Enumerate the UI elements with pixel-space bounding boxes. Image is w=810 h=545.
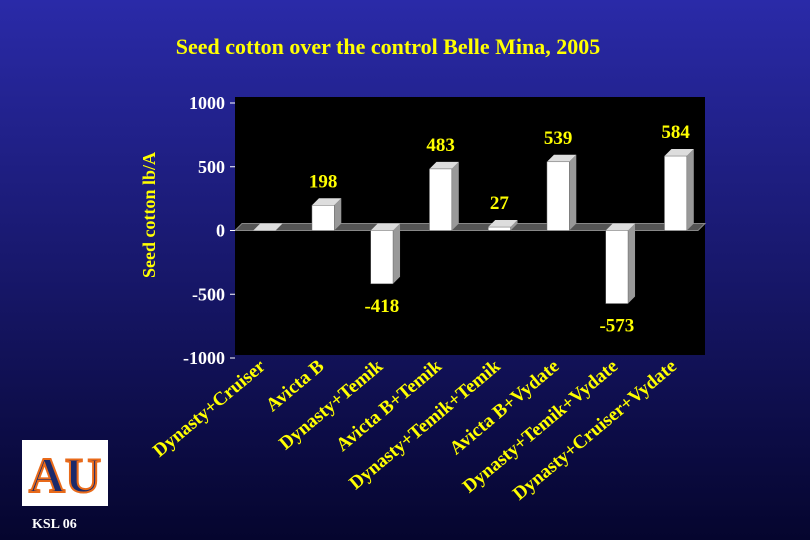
y-axis-label: Seed cotton lb/A: [139, 152, 159, 278]
footer: KSL 06: [32, 517, 77, 532]
bar-side: [569, 154, 577, 231]
bar-side: [451, 161, 459, 231]
data-label: 483: [426, 135, 455, 156]
bar-side: [628, 223, 636, 304]
y-tick-label: 1000: [189, 93, 225, 113]
bar: [664, 155, 688, 231]
bar-top: [429, 161, 459, 169]
bar-top: [311, 198, 342, 206]
bar: [370, 230, 394, 285]
bar-side: [510, 220, 518, 231]
bar-top: [605, 223, 636, 231]
data-label: 27: [490, 193, 510, 214]
data-label: -418: [364, 296, 399, 317]
bar-top: [370, 223, 401, 231]
bar-top: [664, 149, 694, 157]
bar: [546, 161, 570, 231]
data-label: 584: [661, 122, 690, 143]
bar-top: [488, 220, 518, 228]
data-label: -573: [599, 316, 634, 337]
bar: [311, 205, 335, 231]
chart-title: Seed cotton over the control Belle Mina,…: [176, 34, 600, 59]
bar-side: [334, 198, 342, 231]
y-tick-label: 500: [198, 157, 225, 177]
bar-top: [253, 223, 283, 231]
y-tick-label: -1000: [183, 348, 225, 368]
bar: [429, 168, 453, 231]
logo: AU: [22, 440, 108, 506]
logo-text: AU: [29, 447, 101, 503]
y-tick-label: 0: [216, 221, 225, 241]
bar: [605, 230, 629, 304]
data-label: 198: [309, 171, 338, 192]
bar-side: [686, 149, 694, 231]
logo-box: [22, 440, 108, 506]
zero-plane: [233, 223, 707, 231]
bar: [487, 226, 511, 231]
bar-top: [546, 154, 577, 162]
data-label: 539: [544, 128, 573, 149]
bar-side: [393, 223, 401, 284]
y-tick-label: -500: [192, 284, 225, 304]
